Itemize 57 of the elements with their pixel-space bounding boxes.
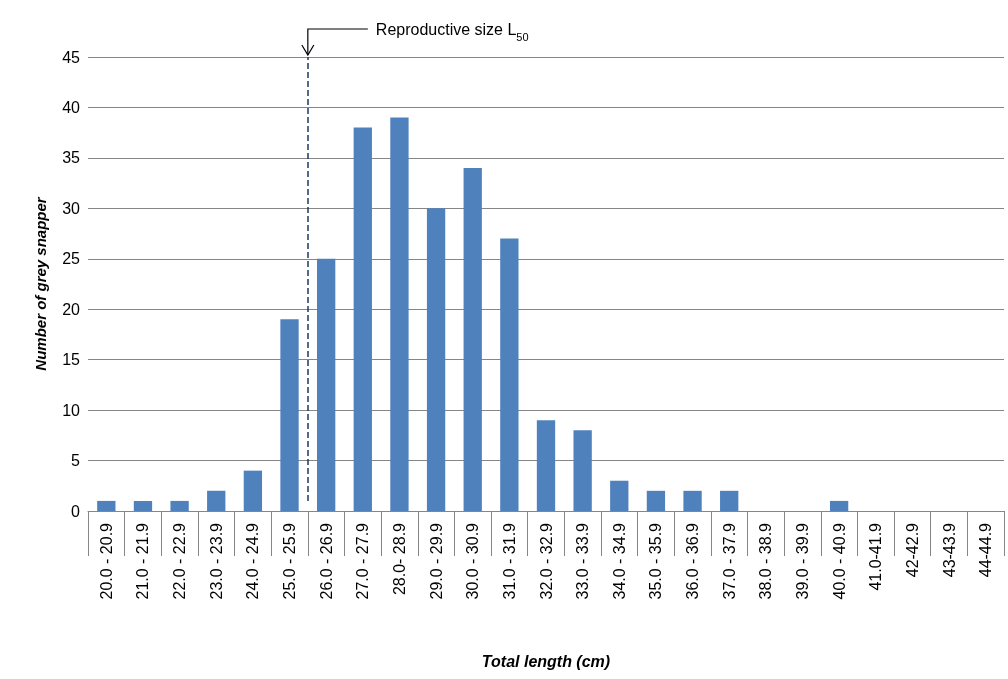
x-tick-label: 41.0-41.9 xyxy=(867,522,885,591)
y-tick-label: 0 xyxy=(71,502,81,520)
x-tick-label: 27.0 - 27.9 xyxy=(354,522,372,600)
bar xyxy=(536,420,556,511)
bar xyxy=(317,258,336,511)
x-tick-label: 30.0 - 30.9 xyxy=(464,522,482,600)
y-tick-label: 45 xyxy=(62,48,81,66)
x-tick-label: 25.0 - 25.9 xyxy=(281,522,299,600)
x-tick-label: 44-44.9 xyxy=(977,522,995,578)
bar xyxy=(610,480,629,511)
x-tick-label: 42-42.9 xyxy=(903,522,921,578)
x-tick-label: 34.0 - 34.9 xyxy=(610,522,628,600)
bar xyxy=(829,500,849,511)
y-tick-label: 5 xyxy=(71,452,81,470)
x-tick-label: 31.0 - 31.9 xyxy=(500,522,518,600)
bar xyxy=(646,490,666,511)
x-tick-label: 39.0 - 39.9 xyxy=(793,522,811,600)
y-tick-label: 35 xyxy=(62,149,81,167)
y-tick-label: 20 xyxy=(62,300,81,318)
bar xyxy=(133,500,153,511)
bar xyxy=(683,490,702,511)
y-tick-label: 25 xyxy=(62,250,81,268)
x-tick-label: 43-43.9 xyxy=(940,522,958,578)
bar xyxy=(426,208,446,511)
x-tick-label: 35.0 - 35.9 xyxy=(647,522,665,600)
bar xyxy=(500,238,519,511)
x-tick-label: 29.0 - 29.9 xyxy=(427,522,445,600)
bar xyxy=(720,490,739,511)
bar xyxy=(280,319,299,511)
x-tick-label: 23.0 - 23.9 xyxy=(207,522,225,600)
x-tick-label: 26.0 - 26.9 xyxy=(317,522,335,600)
x-tick-label: 21.0 - 21.9 xyxy=(134,522,152,600)
y-tick-label: 30 xyxy=(62,199,81,217)
x-tick-label: 32.0 - 32.9 xyxy=(537,522,555,600)
bar xyxy=(353,127,372,511)
bar xyxy=(390,117,409,511)
y-tick-label: 15 xyxy=(62,351,81,369)
bar xyxy=(97,500,116,511)
x-tick-label: 37.0 - 37.9 xyxy=(720,522,738,600)
x-tick-label: 40.0 - 40.9 xyxy=(830,522,848,600)
x-tick-label: 20.0 - 20.9 xyxy=(97,522,115,600)
ref-line-label: Reproductive size L$_{50}$ xyxy=(375,21,529,43)
x-tick-label: 22.0 - 22.9 xyxy=(171,522,189,600)
bar xyxy=(463,167,482,511)
x-tick-label: 38.0 - 38.9 xyxy=(757,522,775,600)
y-tick-label: 10 xyxy=(62,401,81,419)
bar xyxy=(243,470,263,511)
x-axis-title: Total length (cm) xyxy=(481,652,611,670)
bar xyxy=(207,490,226,511)
x-tick-label: 28.0- 28.9 xyxy=(390,522,408,596)
y-axis-title: Number of grey snapper xyxy=(32,196,49,371)
x-tick-label: 36.0 - 36.9 xyxy=(684,522,702,600)
x-tick-label: 33.0 - 33.9 xyxy=(574,522,592,600)
x-tick-label: 24.0 - 24.9 xyxy=(244,522,262,600)
bar xyxy=(573,430,592,511)
bar xyxy=(170,500,189,511)
y-tick-label: 40 xyxy=(62,98,81,116)
